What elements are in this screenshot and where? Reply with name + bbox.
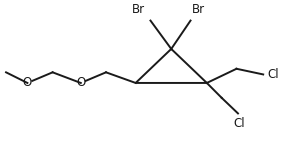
Text: Cl: Cl bbox=[234, 117, 245, 130]
Text: Cl: Cl bbox=[268, 68, 279, 81]
Text: Br: Br bbox=[192, 3, 205, 16]
Text: O: O bbox=[23, 77, 32, 89]
Text: Br: Br bbox=[131, 3, 145, 16]
Text: O: O bbox=[76, 77, 86, 89]
